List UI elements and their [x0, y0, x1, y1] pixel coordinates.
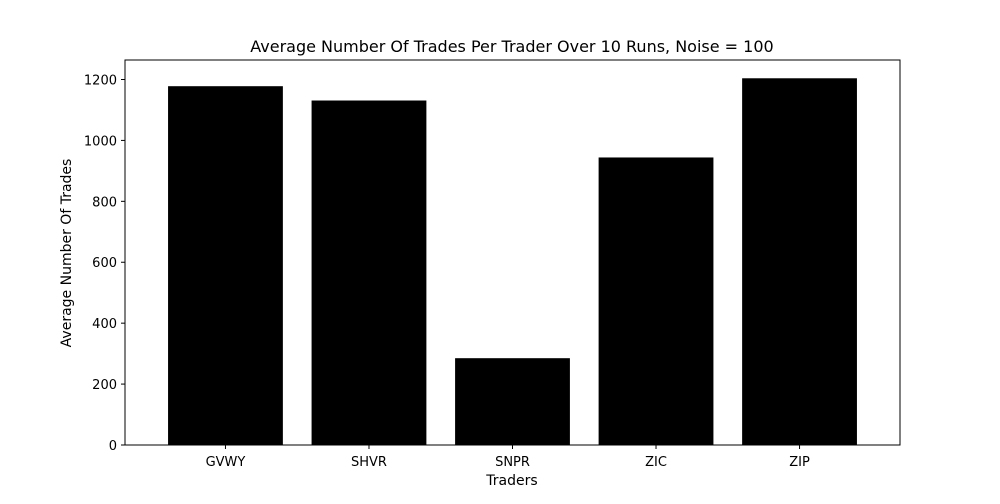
- y-axis-ticks: 0 200 400 600 800 1000 1200: [84, 73, 125, 454]
- x-axis-label: Traders: [485, 473, 537, 489]
- bars-group: [168, 78, 857, 446]
- y-tick-label: 400: [92, 317, 117, 332]
- x-tick-label: SHVR: [351, 455, 387, 470]
- x-axis-ticks: GVWY SHVR SNPR ZIC ZIP: [206, 445, 810, 470]
- bar-zic: [598, 157, 714, 445]
- y-tick-label: 600: [92, 256, 117, 271]
- plot-frame: [124, 59, 901, 446]
- y-tick-label: 0: [109, 439, 117, 454]
- y-tick-label: 1000: [84, 134, 117, 149]
- bar-gvwy: [168, 86, 283, 446]
- chart-title: Average Number Of Trades Per Trader Over…: [250, 37, 773, 56]
- x-tick-label: ZIP: [789, 455, 810, 470]
- bar-shvr: [311, 100, 427, 445]
- y-tick-label: 200: [92, 378, 117, 393]
- x-tick-label: ZIC: [645, 455, 667, 470]
- y-tick-label: 800: [92, 195, 117, 210]
- y-axis-label: Average Number Of Trades: [59, 159, 75, 348]
- x-tick-label: SNPR: [495, 455, 530, 470]
- bar-zip: [742, 78, 857, 445]
- x-tick-label: GVWY: [206, 455, 246, 470]
- bar-snpr: [455, 358, 570, 445]
- y-tick-label: 1200: [84, 73, 117, 88]
